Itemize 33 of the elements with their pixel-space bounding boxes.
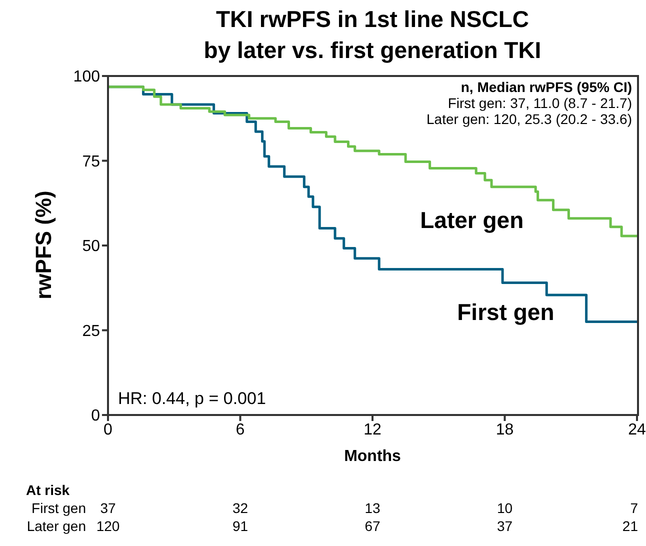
- annotation: n, Median rwPFS (95% CI): [460, 79, 632, 95]
- text: 91: [231, 518, 250, 534]
- text: At risk: [26, 482, 70, 498]
- x-tick-label: 18: [496, 421, 514, 438]
- annotation: Later gen: 120, 25.3 (20.2 - 33.6): [426, 111, 632, 127]
- chart-title: TKI rwPFS in 1st line NSCLC: [214, 5, 530, 34]
- text: Later gen: [26, 518, 86, 534]
- text: First gen: [32, 500, 86, 516]
- series-label: First gen: [457, 299, 554, 326]
- series-label: Later gen: [420, 206, 524, 234]
- text: 21: [621, 518, 638, 534]
- annotation: HR: 0.44, p = 0.001: [118, 389, 266, 409]
- x-tick-label: 12: [364, 421, 382, 438]
- y-tick-label: 25: [82, 322, 100, 340]
- text: 67: [364, 518, 382, 534]
- text: 120: [96, 518, 120, 534]
- text: 37: [100, 500, 116, 516]
- x-tick-label: 6: [236, 421, 245, 438]
- x-tick-label: 0: [104, 421, 113, 438]
- text: 37: [496, 518, 514, 534]
- y-tick-label: 0: [91, 408, 100, 425]
- text: 10: [496, 500, 514, 516]
- text: 32: [231, 500, 250, 516]
- x-tick-label: 24: [628, 421, 646, 438]
- chart-subtitle: by later vs. first generation TKI: [202, 36, 542, 65]
- x-axis-title: Months: [343, 448, 402, 466]
- y-tick-label: 50: [82, 238, 100, 256]
- y-axis-title: rwPFS (%): [31, 189, 57, 301]
- text: 13: [364, 500, 382, 516]
- y-tick-label: 75: [82, 153, 100, 170]
- text: 7: [629, 500, 638, 516]
- y-tick-label: 100: [73, 68, 100, 86]
- annotation: First gen: 37, 11.0 (8.7 - 21.7): [446, 95, 632, 111]
